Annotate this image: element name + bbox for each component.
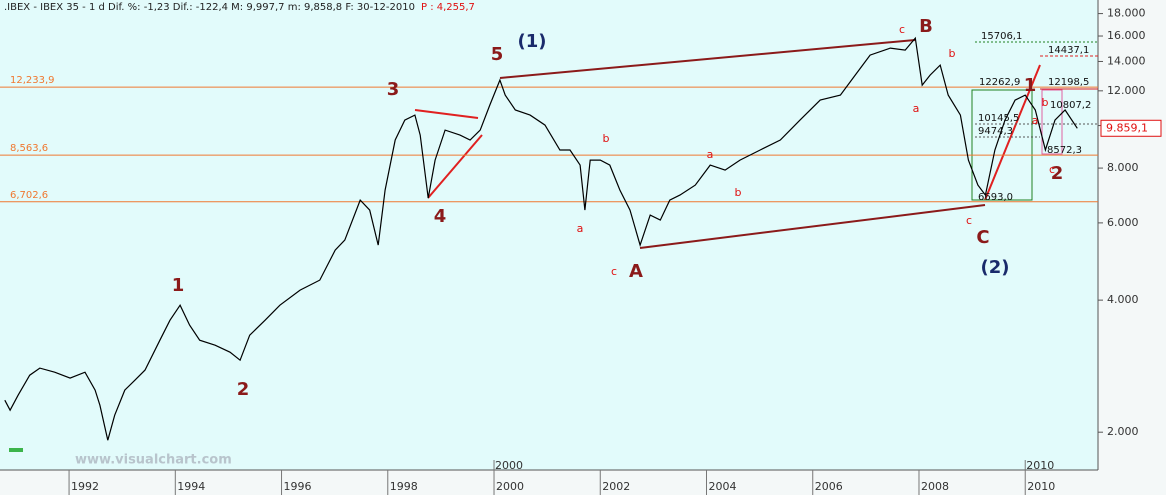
x-tick-label: 2008 xyxy=(921,480,949,493)
retracement-box-2 xyxy=(1041,89,1063,155)
plot-background xyxy=(0,0,1098,470)
level-label: 12,233,9 xyxy=(10,75,55,86)
minor-wave-label: c xyxy=(611,265,617,278)
watermark: www.visualchart.com xyxy=(75,453,232,468)
price-target-label: 12262,9 xyxy=(979,77,1020,88)
minor-wave-label: a xyxy=(577,222,584,235)
price-line xyxy=(4,36,1078,441)
wave-label: C xyxy=(976,227,989,248)
x-tick-label: 1996 xyxy=(284,480,312,493)
wave-label: 4 xyxy=(434,206,447,227)
price-target-label: 8572,3 xyxy=(1047,145,1082,156)
triangle-top xyxy=(414,109,479,119)
x-tick-label: 2004 xyxy=(709,480,737,493)
trend-lines xyxy=(414,39,1098,249)
y-tick-label: 14.000 xyxy=(1107,54,1146,67)
minor-wave-label: a xyxy=(913,102,920,115)
wave-label: 2 xyxy=(237,379,250,400)
triangle-bottom xyxy=(427,134,483,199)
price-target-label: 9474,3 xyxy=(978,126,1013,137)
level-label: 8,563,6 xyxy=(10,143,48,154)
price-target-label: 10145,5 xyxy=(978,113,1019,124)
minor-wave-label: b xyxy=(1042,96,1049,109)
x-tick-label: 1994 xyxy=(177,480,205,493)
minor-wave-label: b xyxy=(735,186,742,199)
x-axis-background xyxy=(0,470,1098,495)
price-target-label: 10807,2 xyxy=(1050,100,1091,111)
y-tick-label: 18.000 xyxy=(1107,7,1146,20)
decade-label: 2000 xyxy=(495,459,523,472)
channel-bottom xyxy=(639,204,986,249)
minor-wave-label: c xyxy=(1049,163,1055,176)
y-tick-label: 12.000 xyxy=(1107,84,1146,97)
price-target-label: 15706,1 xyxy=(981,31,1022,42)
wave-label: B xyxy=(919,16,933,37)
minor-wave-label: b xyxy=(949,47,956,60)
wave-label: (2) xyxy=(981,257,1010,278)
x-tick-label: 2006 xyxy=(815,480,843,493)
retracement-box xyxy=(971,89,1033,201)
wave-label: (1) xyxy=(518,31,547,52)
decade-label: 2010 xyxy=(1026,459,1054,472)
last-price-label: 9.859,1 xyxy=(1106,121,1148,134)
minor-wave-label: b xyxy=(603,132,610,145)
price-target-label: 6693,0 xyxy=(978,192,1013,203)
minor-wave-label: c xyxy=(966,214,972,227)
x-tick-label: 1992 xyxy=(71,480,99,493)
header: .IBEX - IBEX 35 - 1 d Dif. %: -1,23 Dif.… xyxy=(4,2,415,13)
wave-label: 5 xyxy=(491,44,504,65)
header-highlight: P : 4,255,7 xyxy=(421,2,475,13)
wave-label: 2 xyxy=(1051,163,1064,184)
y-axis-background xyxy=(1098,0,1166,495)
y-tick-label: 2.000 xyxy=(1107,425,1139,438)
wave-label: A xyxy=(629,261,643,282)
y-tick-label: 8.000 xyxy=(1107,161,1139,174)
channel-top xyxy=(499,39,916,79)
minor-wave-label: c xyxy=(899,23,905,36)
price-target-label: 14437,1 xyxy=(1048,45,1089,56)
y-tick-label: 16.000 xyxy=(1107,29,1146,42)
wave-label: 1 xyxy=(172,275,185,296)
last-price-box xyxy=(1100,119,1162,137)
wave-label: 1 xyxy=(1024,75,1037,96)
level-label: 6,702,6 xyxy=(10,190,48,201)
x-tick-label: 1998 xyxy=(390,480,418,493)
y-tick-label: 6.000 xyxy=(1107,216,1139,229)
y-tick-label: 4.000 xyxy=(1107,293,1139,306)
x-tick-label: 2000 xyxy=(496,480,524,493)
minor-wave-label: a xyxy=(1032,114,1039,127)
wave-label: 3 xyxy=(387,79,400,100)
minor-wave-label: a xyxy=(707,148,714,161)
indicator-marker xyxy=(9,448,23,452)
x-tick-label: 2010 xyxy=(1027,480,1055,493)
price-target-label: 12198,5 xyxy=(1048,77,1089,88)
x-tick-label: 2002 xyxy=(602,480,630,493)
